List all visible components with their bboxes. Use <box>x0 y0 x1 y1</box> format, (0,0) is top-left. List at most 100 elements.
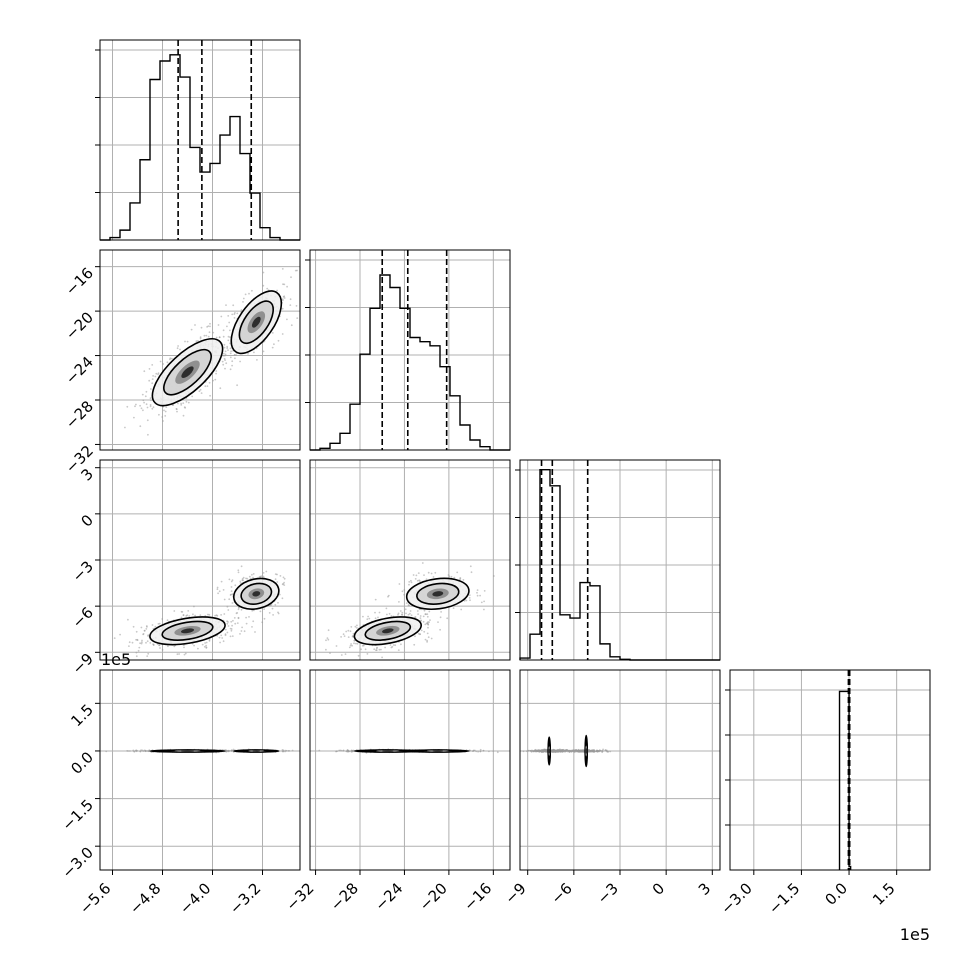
sample-point <box>149 397 152 399</box>
sample-point <box>409 610 412 612</box>
sample-point <box>488 750 490 753</box>
sample-point <box>222 640 225 643</box>
sample-point <box>135 749 138 752</box>
contour-level-3 <box>180 628 195 634</box>
sample-point <box>475 750 478 753</box>
sample-point <box>462 579 465 581</box>
sample-point <box>190 328 193 331</box>
sample-point <box>430 572 433 575</box>
sample-point <box>215 372 218 375</box>
sample-point <box>356 627 358 629</box>
sample-point <box>216 634 219 637</box>
sample-point <box>362 644 365 647</box>
sample-point <box>375 647 378 650</box>
sample-point <box>470 571 473 574</box>
sample-point <box>195 340 198 343</box>
sample-point <box>227 749 230 752</box>
sample-point <box>226 605 229 608</box>
sample-point <box>215 336 218 339</box>
sample-point <box>205 641 208 644</box>
sample-point <box>397 613 399 616</box>
y-tick-label-3-2: 0.0 <box>67 748 97 778</box>
sample-point <box>128 641 131 644</box>
contour-level-3 <box>585 748 588 754</box>
sample-point <box>420 620 422 622</box>
sample-point <box>188 615 191 617</box>
sample-point <box>401 614 403 616</box>
sample-point <box>423 630 426 633</box>
sample-point <box>276 581 279 583</box>
sample-point <box>176 347 179 350</box>
sample-point <box>233 313 236 315</box>
sample-point <box>203 645 206 648</box>
sample-point <box>158 413 160 416</box>
sample-point <box>151 382 154 385</box>
sample-point <box>223 613 226 615</box>
sample-point <box>239 580 242 583</box>
sample-point <box>303 593 305 595</box>
sample-point <box>390 615 393 617</box>
sample-point <box>483 608 485 611</box>
scatter-panel-3-2 <box>519 669 721 871</box>
sample-point <box>222 355 225 357</box>
sample-point <box>427 636 430 639</box>
sample-point <box>407 604 410 606</box>
sample-point <box>421 562 424 564</box>
sample-point <box>599 749 601 752</box>
sample-point <box>205 334 208 337</box>
sample-point <box>208 638 211 641</box>
sample-point <box>338 749 340 752</box>
sample-point <box>229 329 231 332</box>
sample-point <box>184 652 187 655</box>
sample-point <box>150 399 152 402</box>
sample-point <box>394 644 397 647</box>
sample-point <box>397 612 400 615</box>
sample-point <box>404 608 407 611</box>
sample-point <box>233 317 236 319</box>
sample-point <box>157 623 160 625</box>
sample-point <box>251 626 253 628</box>
sample-point <box>422 620 425 623</box>
sample-point <box>204 642 207 644</box>
sample-point <box>465 599 468 602</box>
sample-point <box>329 652 331 654</box>
sample-point <box>226 631 229 634</box>
sample-point <box>218 636 221 639</box>
sample-point <box>271 332 274 334</box>
sample-point <box>248 292 250 295</box>
histogram-step-0 <box>100 54 300 241</box>
sample-point <box>198 390 201 393</box>
sample-point <box>282 750 285 752</box>
sample-point <box>392 644 395 646</box>
sample-point <box>197 647 199 650</box>
contour-level-3 <box>381 750 394 752</box>
sample-point <box>187 401 190 404</box>
sample-point <box>296 317 299 319</box>
sample-point <box>340 636 342 638</box>
y-tick-label-1-2: −24 <box>62 353 97 388</box>
sample-point <box>216 614 219 617</box>
sample-point <box>244 293 247 296</box>
sample-point <box>237 608 240 611</box>
sample-point <box>380 648 382 651</box>
sample-point <box>231 593 234 596</box>
sample-point <box>222 352 225 355</box>
sample-point <box>343 635 346 637</box>
sample-point <box>345 630 348 633</box>
contour-level-3 <box>180 750 195 752</box>
contour-level-3 <box>181 366 194 379</box>
sample-point <box>146 655 149 657</box>
sample-point <box>265 570 268 573</box>
sample-point <box>568 750 571 753</box>
sample-point <box>231 624 234 627</box>
sample-point <box>231 635 234 637</box>
sample-point <box>252 576 254 579</box>
sample-point <box>220 634 223 637</box>
y-tick-label-1-4: −16 <box>62 264 97 299</box>
sample-point <box>476 591 478 594</box>
sample-point <box>229 336 231 338</box>
sample-point <box>344 653 347 655</box>
sample-point <box>604 749 607 752</box>
sample-point <box>145 641 147 644</box>
sample-point <box>149 404 152 406</box>
